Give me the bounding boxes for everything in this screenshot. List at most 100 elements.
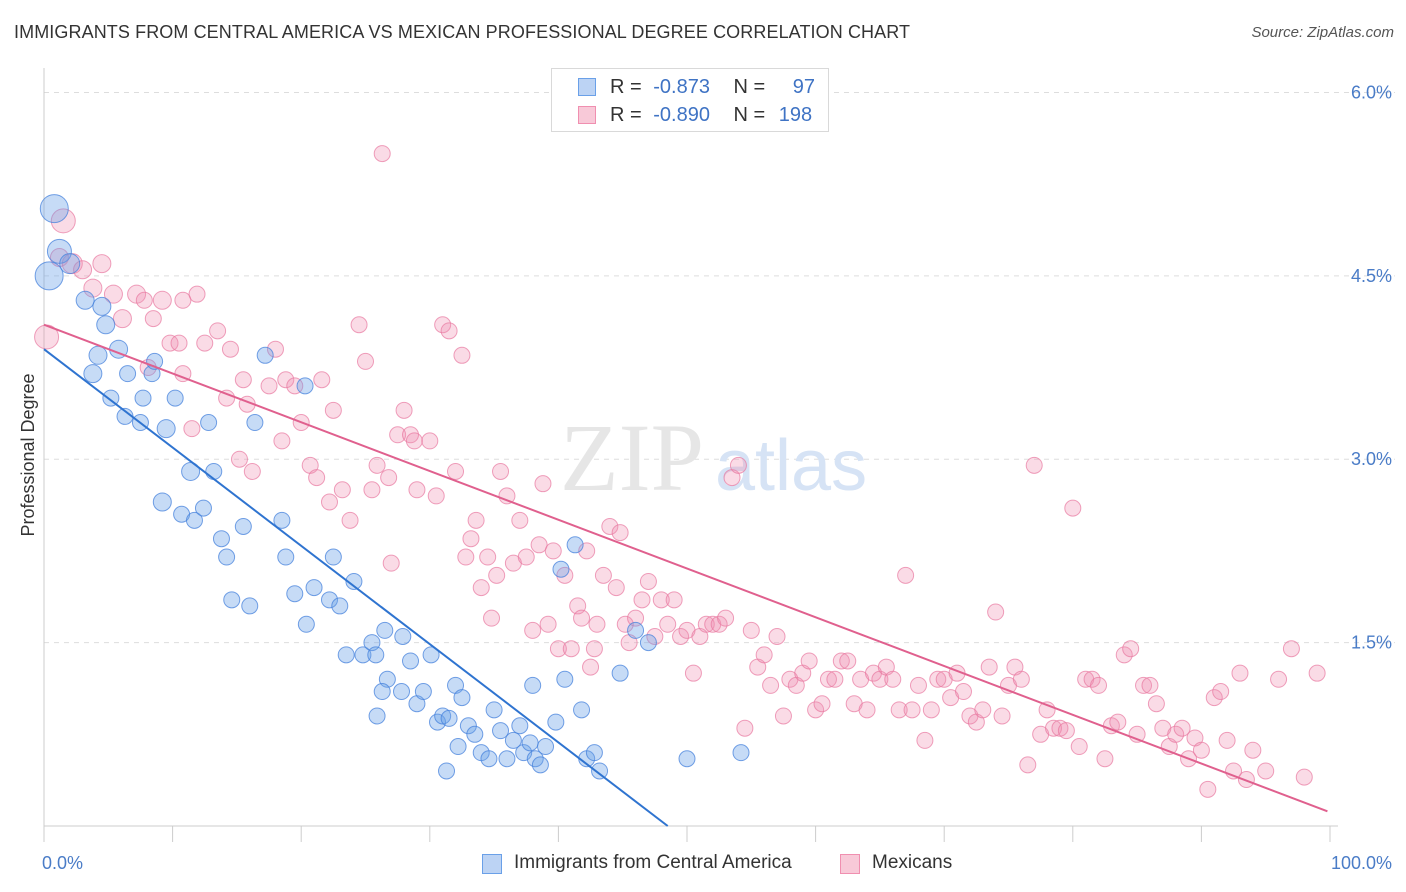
- mexicans-point: [524, 621, 542, 639]
- mexicans-point: [382, 554, 400, 572]
- central-america-point: [119, 365, 137, 383]
- central-america-point: [394, 628, 412, 645]
- central-america-point: [531, 756, 549, 774]
- mexicans-point: [616, 615, 634, 633]
- central-america-point: [402, 652, 420, 670]
- mexicans-point: [652, 591, 670, 609]
- y-tick-label: 1.5%: [1351, 633, 1392, 653]
- mexicans-point: [1218, 731, 1236, 749]
- mexicans-point: [601, 517, 619, 535]
- mexicans-point: [517, 548, 535, 566]
- mexicans-point: [483, 609, 501, 627]
- central-america-point: [521, 734, 539, 752]
- central-america-point: [200, 414, 218, 432]
- mexicans-point: [884, 670, 902, 688]
- y-tick-labels: 1.5% 3.0% 4.5% 6.0%: [1351, 82, 1392, 652]
- central-america-point: [205, 462, 223, 480]
- central-america-point: [166, 389, 184, 407]
- central-america-points: [34, 194, 750, 780]
- x-tick-marks: [43, 826, 1331, 842]
- central-america-point: [485, 701, 503, 719]
- mexicans-point: [266, 340, 284, 358]
- central-america-point: [373, 683, 391, 701]
- central-america-point: [492, 722, 510, 740]
- mexicans-point: [221, 340, 239, 358]
- mexicans-point: [573, 609, 591, 627]
- mexicans-point: [341, 511, 359, 529]
- mexicans-point: [183, 420, 201, 438]
- y-tick-label: 3.0%: [1351, 449, 1392, 469]
- mexicans-point: [1141, 676, 1159, 694]
- mexicans-point: [736, 719, 754, 737]
- central-america-point: [185, 511, 203, 529]
- legend-r-label: R =: [610, 75, 642, 98]
- mexicans-point: [1231, 664, 1249, 682]
- mexicans-point: [1257, 762, 1275, 780]
- central-america-point: [324, 548, 342, 566]
- y-tick-label: 6.0%: [1351, 82, 1392, 102]
- central-america-point: [102, 389, 120, 407]
- mexicans-point: [427, 487, 445, 505]
- central-america-point: [627, 621, 645, 639]
- mexicans-point: [324, 401, 342, 419]
- grid-lines: [44, 91, 1395, 644]
- mexicans-point: [1045, 719, 1063, 737]
- central-america-point: [466, 725, 484, 743]
- mexicans-point: [717, 609, 735, 627]
- mexicans-point: [218, 389, 236, 407]
- central-america-point: [393, 683, 411, 701]
- x-tick-label-min: 0.0%: [42, 853, 83, 873]
- bottom-legend-label: Mexicans: [872, 852, 953, 873]
- central-america-point: [591, 762, 609, 780]
- central-america-point: [59, 253, 81, 275]
- mexicans-point: [313, 371, 331, 389]
- mexicans-point: [511, 511, 529, 529]
- mexicans-point: [209, 322, 227, 340]
- mexicans-point: [684, 664, 702, 682]
- legend-swatch-blue: [578, 78, 596, 96]
- mexicans-point: [897, 566, 915, 584]
- bottom-legend-label: Immigrants from Central America: [514, 852, 792, 873]
- watermark-zip: ZIP: [560, 404, 704, 511]
- mexicans-point: [530, 536, 548, 554]
- mexicans-point: [243, 462, 261, 480]
- mexicans-point: [974, 701, 992, 719]
- mexicans-point: [152, 290, 172, 310]
- mexicans-point: [421, 432, 439, 450]
- central-america-point: [566, 536, 584, 554]
- central-america-point: [218, 548, 236, 566]
- mexicans-point: [832, 652, 850, 670]
- mexicans-point: [457, 548, 475, 566]
- y-axis-label: Professional Degree: [18, 373, 38, 536]
- mexicans-point: [1282, 640, 1300, 658]
- mexicans-point: [373, 145, 391, 163]
- mexicans-point: [839, 652, 857, 670]
- central-america-point: [422, 646, 440, 664]
- mexicans-point: [585, 640, 603, 658]
- mexicans-point: [1147, 695, 1165, 713]
- mexicans-point: [405, 432, 423, 450]
- mexicans-point: [807, 701, 825, 719]
- mexicans-point: [549, 640, 567, 658]
- central-america-point: [552, 560, 570, 578]
- legend-r-value: -0.890: [653, 103, 710, 126]
- mexicans-point: [954, 683, 972, 701]
- mexicans-point: [826, 670, 844, 688]
- mexicans-point: [1057, 722, 1075, 740]
- central-america-point: [152, 492, 172, 512]
- mexicans-point: [308, 469, 326, 487]
- legend-r-label: R =: [610, 103, 642, 126]
- mexicans-point: [103, 284, 123, 304]
- central-america-point: [83, 364, 103, 384]
- mexicans-point: [408, 481, 426, 499]
- mexicans-point: [350, 316, 368, 334]
- central-america-point: [573, 701, 591, 719]
- mexicans-point: [582, 658, 600, 676]
- central-america-point: [611, 664, 629, 682]
- central-america-point: [345, 572, 363, 590]
- mexicans-point: [1019, 756, 1037, 774]
- central-america-point: [256, 346, 274, 364]
- central-america-point: [537, 738, 555, 756]
- mexicans-point: [234, 371, 252, 389]
